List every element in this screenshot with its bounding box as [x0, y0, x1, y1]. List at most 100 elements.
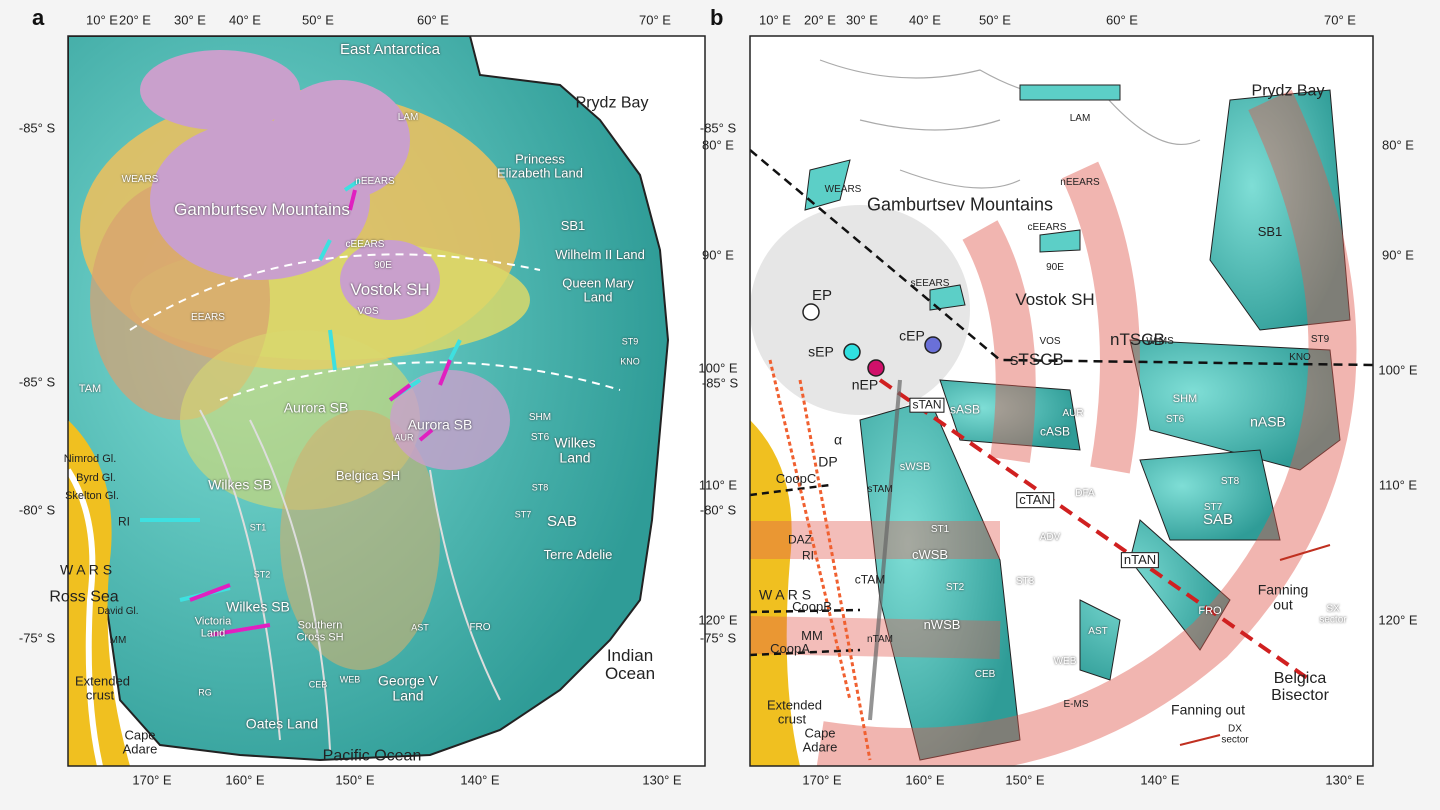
map-label: SX sector [1319, 603, 1347, 625]
map-label: WEARS [824, 183, 862, 195]
map-label: KNO [1289, 351, 1311, 363]
frame-a [67, 35, 706, 767]
map-label: Ross Sea [49, 588, 119, 606]
map-label: DX sector [1221, 723, 1249, 745]
map-label: Prydz Bay [575, 94, 649, 112]
map-label: SHM [1172, 393, 1198, 406]
map-label: Oates Land [245, 715, 319, 732]
map-label: nTSCB [1110, 331, 1165, 349]
map-label: DAZ [788, 532, 812, 547]
map-label: ST1 [249, 522, 267, 533]
map-label: ST1 [930, 523, 950, 535]
point-sep [843, 343, 861, 361]
map-label: AST [1088, 625, 1108, 637]
map-label: Fanning out [1257, 581, 1309, 612]
map-label: Nimrod Gl. [63, 453, 117, 466]
map-label: sTSCB [1010, 351, 1064, 369]
map-label: cEEARS [1027, 221, 1067, 233]
map-label: DFA [1075, 487, 1095, 499]
axis-tick-label: 30° E [174, 12, 206, 28]
map-a [68, 36, 705, 766]
map-label: Prydz Bay [1251, 82, 1325, 100]
map-label: Wilkes SB [226, 598, 290, 615]
map-label: ST9 [1310, 333, 1330, 345]
axis-tick-label: 60° E [1106, 12, 1138, 28]
map-label: ST6 [1165, 413, 1185, 425]
map-label: MM [109, 634, 127, 646]
map-label: Skelton Gl. [65, 490, 119, 503]
map-label: RI [118, 514, 130, 529]
axis-tick-label: 30° E [846, 12, 878, 28]
map-label: Extended crust [767, 697, 822, 726]
axis-tick-label: 90° E [702, 247, 734, 263]
map-label: Wilkes SB [208, 476, 272, 493]
map-label: Vostok SH [1015, 290, 1095, 310]
map-label: nTAM [867, 633, 893, 645]
map-label: Cape Adare [122, 727, 158, 756]
map-label: EEARS [191, 311, 225, 323]
map-label: sTAN [909, 397, 945, 413]
axis-tick-label: 50° E [302, 12, 334, 28]
panel-letter: a [32, 5, 45, 30]
map-label: Pacific Ocean [322, 747, 422, 765]
map-label: ST7 [1203, 501, 1223, 513]
map-label: David Gl. [97, 605, 139, 617]
map-label: sASB [949, 402, 981, 417]
axis-tick-label: 80° E [1382, 137, 1414, 153]
map-label: RG [198, 687, 212, 698]
map-label: W-MS [1146, 335, 1174, 347]
map-label: FRO [469, 621, 491, 633]
axis-tick-label: 120° E [698, 612, 738, 628]
map-label: Aurora SB [407, 416, 473, 433]
axis-tick-label: 100° E [698, 360, 738, 376]
axis-tick-label: 130° E [642, 772, 682, 788]
map-label: α [833, 431, 843, 448]
axis-tick-label: -80° S [699, 502, 737, 518]
map-label: Terre Adelie [543, 547, 613, 563]
frame-b [749, 35, 1374, 767]
axis-tick-label: 150° E [1005, 772, 1045, 788]
axis-tick-label: 120° E [1378, 612, 1418, 628]
map-label: sEP [808, 343, 834, 360]
map-label: Victoria Land [194, 615, 232, 639]
map-label: KNO [620, 356, 640, 367]
map-label: nTAN [1120, 552, 1160, 568]
map-label: nEEARS [1060, 176, 1100, 188]
axis-tick-label: 140° E [460, 772, 500, 788]
axis-tick-label: 100° E [1378, 362, 1418, 378]
map-label: SB1 [560, 218, 586, 234]
map-label: ST6 [530, 431, 550, 443]
panel-letter: b [710, 5, 724, 30]
map-label: Gamburtsev Mountains [866, 194, 1054, 215]
map-label: TAM [78, 383, 102, 396]
map-label: CEB [974, 668, 996, 680]
map-label: W A R S [758, 586, 812, 603]
axis-tick-label: 170° E [802, 772, 842, 788]
map-label: Southern Cross SH [296, 619, 344, 643]
axis-tick-label: 10° E [86, 12, 118, 28]
map-label: Fanning out [1171, 701, 1245, 718]
map-label: sWSB [899, 461, 931, 474]
axis-tick-label: -85° S [18, 120, 56, 136]
axis-tick-label: 90° E [1382, 247, 1414, 263]
map-label: ADV [1039, 531, 1061, 543]
axis-tick-label: 10° E [759, 12, 791, 28]
map-label: VOS [357, 305, 379, 317]
map-label: cTAM [854, 572, 886, 587]
map-label: ST8 [1220, 475, 1240, 487]
map-label: AST [411, 622, 429, 633]
map-label: cWSB [911, 547, 949, 563]
map-label: ST3 [1015, 575, 1035, 587]
map-label: cASB [1039, 424, 1071, 439]
point-cep [924, 336, 942, 354]
map-label: ST2 [253, 569, 271, 580]
axis-tick-label: 20° E [804, 12, 836, 28]
axis-tick-label: -75° S [699, 630, 737, 646]
axis-tick-label: 160° E [905, 772, 945, 788]
axis-tick-label: 60° E [417, 12, 449, 28]
map-label: East Antarctica [339, 41, 441, 59]
map-b [750, 36, 1373, 766]
map-label: Extended crust [75, 673, 130, 702]
map-label: 90E [374, 259, 392, 271]
